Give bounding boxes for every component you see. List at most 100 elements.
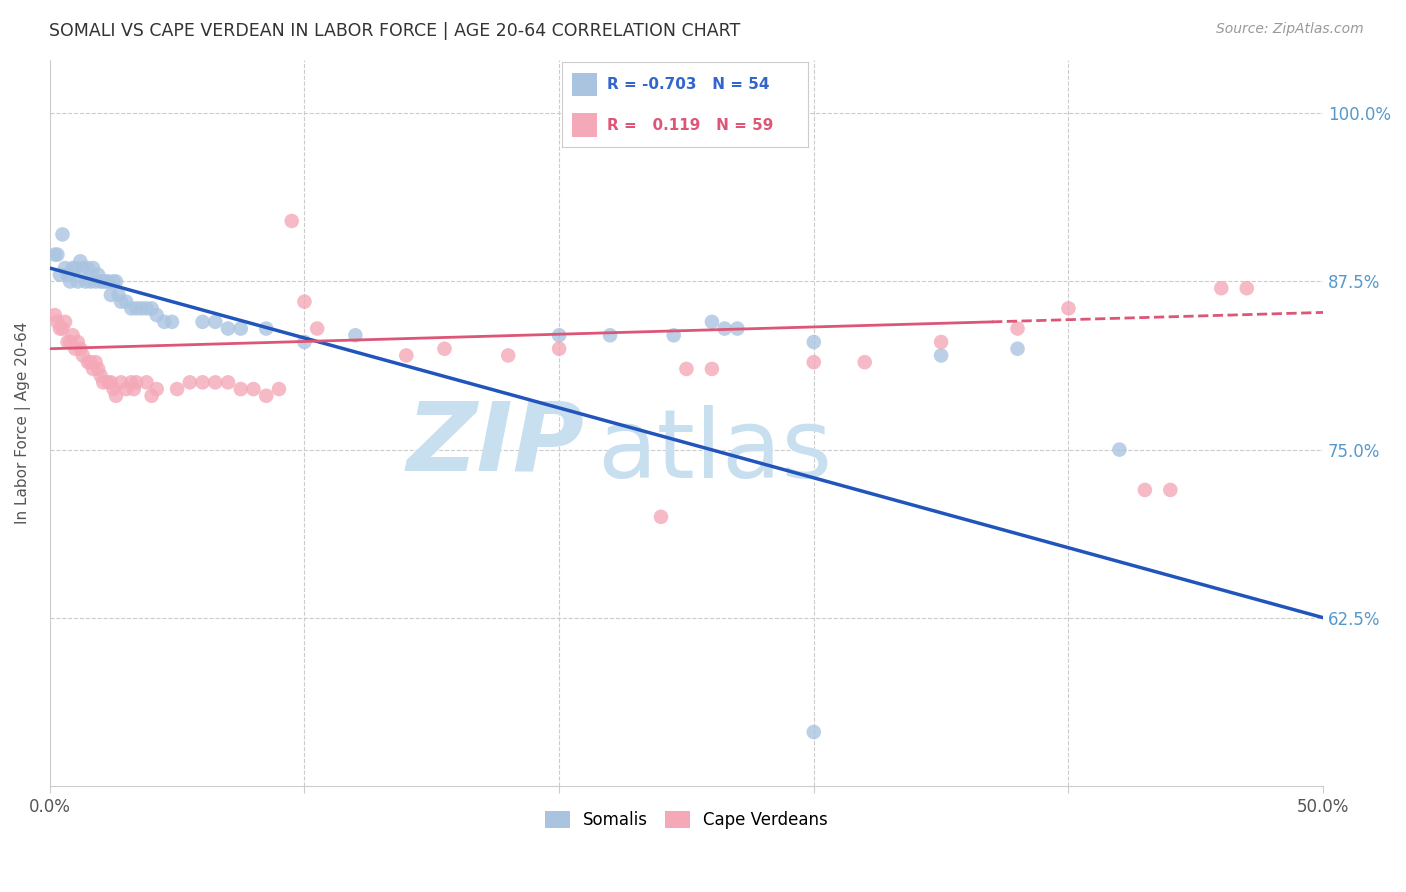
Point [125, 301, 148, 316]
Point [79, 275, 101, 289]
Point [662, 328, 685, 343]
Point [548, 328, 571, 343]
Point [87, 362, 110, 376]
Point [82, 362, 104, 376]
Point [242, 382, 264, 396]
Point [90, 368, 112, 383]
Point [69, 254, 91, 268]
Point [853, 355, 876, 369]
Point [120, 376, 142, 390]
Point [145, 308, 167, 322]
Point [803, 725, 825, 739]
Point [141, 389, 163, 403]
Point [66, 334, 89, 349]
Point [1108, 442, 1130, 457]
Point [66, 275, 89, 289]
Point [191, 376, 214, 390]
Point [713, 321, 735, 335]
Point [107, 288, 129, 302]
Point [62, 260, 84, 275]
Point [49, 268, 72, 282]
Point [72, 348, 94, 362]
Point [433, 342, 456, 356]
Point [929, 334, 952, 349]
Point [104, 389, 127, 403]
Point [929, 348, 952, 362]
Point [1007, 342, 1029, 356]
Point [44, 247, 66, 261]
Point [599, 328, 621, 343]
Point [115, 294, 138, 309]
Point [77, 355, 100, 369]
Point [122, 382, 145, 396]
Point [294, 334, 316, 349]
Point [56, 268, 79, 282]
Point [141, 301, 163, 316]
FancyBboxPatch shape [572, 72, 596, 96]
Point [191, 315, 214, 329]
Point [344, 328, 367, 343]
Point [160, 315, 183, 329]
Point [97, 275, 120, 289]
Point [217, 321, 239, 335]
Point [229, 321, 252, 335]
Point [204, 315, 226, 329]
Point [63, 342, 86, 356]
Point [110, 376, 132, 390]
Point [46, 247, 69, 261]
Text: atlas: atlas [598, 405, 832, 499]
Point [103, 382, 125, 396]
Point [79, 355, 101, 369]
Point [49, 321, 72, 335]
Point [548, 342, 571, 356]
Point [56, 334, 79, 349]
Point [153, 315, 176, 329]
Point [803, 355, 825, 369]
Point [675, 362, 697, 376]
Point [204, 376, 226, 390]
Point [803, 334, 825, 349]
Point [120, 301, 142, 316]
Text: R = -0.703   N = 54: R = -0.703 N = 54 [607, 77, 769, 92]
Point [1057, 301, 1080, 316]
Point [135, 301, 157, 316]
Point [166, 382, 188, 396]
Point [59, 275, 82, 289]
Point [100, 376, 122, 390]
Point [63, 260, 86, 275]
Point [44, 308, 66, 322]
Point [91, 275, 114, 289]
Point [69, 342, 91, 356]
Point [395, 348, 418, 362]
Point [103, 275, 125, 289]
Point [135, 376, 157, 390]
Point [217, 376, 239, 390]
Point [254, 321, 277, 335]
Point [131, 301, 153, 316]
Point [110, 294, 132, 309]
Point [125, 376, 148, 390]
Point [94, 275, 117, 289]
Point [53, 315, 76, 329]
Point [1211, 281, 1233, 295]
Point [1159, 483, 1181, 497]
Text: R =   0.119   N = 59: R = 0.119 N = 59 [607, 118, 773, 133]
Point [650, 509, 672, 524]
Point [700, 362, 723, 376]
Point [229, 382, 252, 396]
Point [59, 334, 82, 349]
Point [179, 376, 201, 390]
Point [84, 275, 107, 289]
Point [1133, 483, 1156, 497]
Point [280, 214, 302, 228]
Point [46, 315, 69, 329]
Legend: Somalis, Cape Verdeans: Somalis, Cape Verdeans [538, 804, 835, 836]
Point [294, 294, 316, 309]
Point [53, 260, 76, 275]
Point [725, 321, 748, 335]
Point [100, 288, 122, 302]
Point [1236, 281, 1258, 295]
Point [84, 355, 107, 369]
Point [254, 389, 277, 403]
Text: ZIP: ZIP [406, 398, 585, 491]
